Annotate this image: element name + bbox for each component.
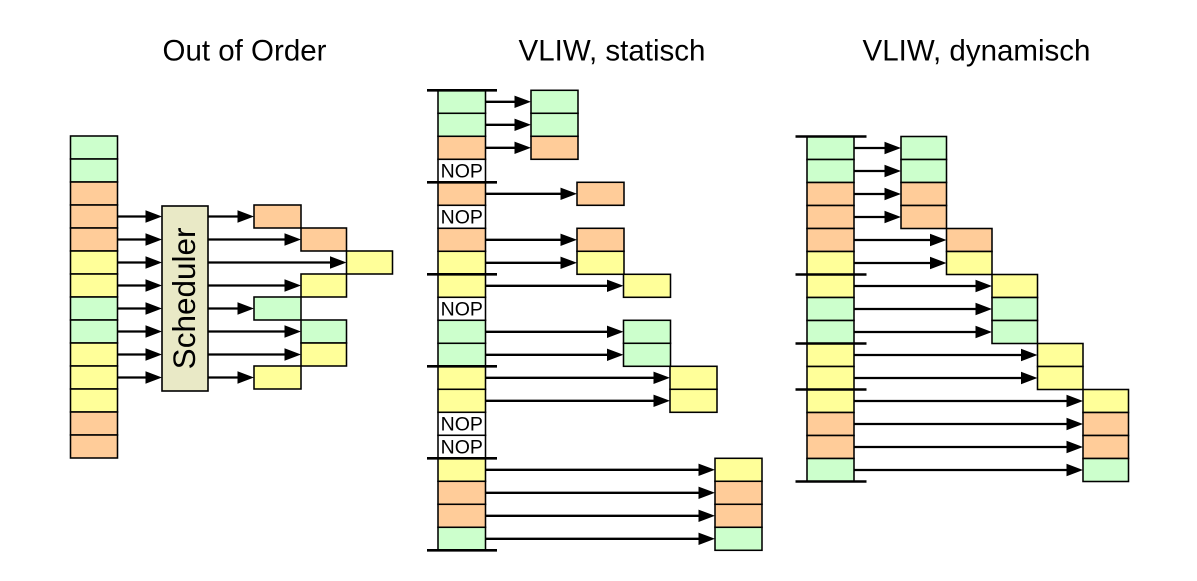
svg-text:NOP: NOP: [441, 414, 483, 436]
svg-text:NOP: NOP: [441, 207, 483, 229]
svg-text:VLIW, dynamisch: VLIW, dynamisch: [863, 35, 1091, 68]
svg-text:NOP: NOP: [441, 437, 483, 459]
svg-text:NOP: NOP: [441, 299, 483, 321]
svg-text:Scheduler: Scheduler: [166, 227, 202, 369]
svg-text:VLIW, statisch: VLIW, statisch: [519, 35, 706, 68]
svg-text:Out of Order: Out of Order: [163, 35, 327, 68]
svg-text:NOP: NOP: [441, 161, 483, 183]
